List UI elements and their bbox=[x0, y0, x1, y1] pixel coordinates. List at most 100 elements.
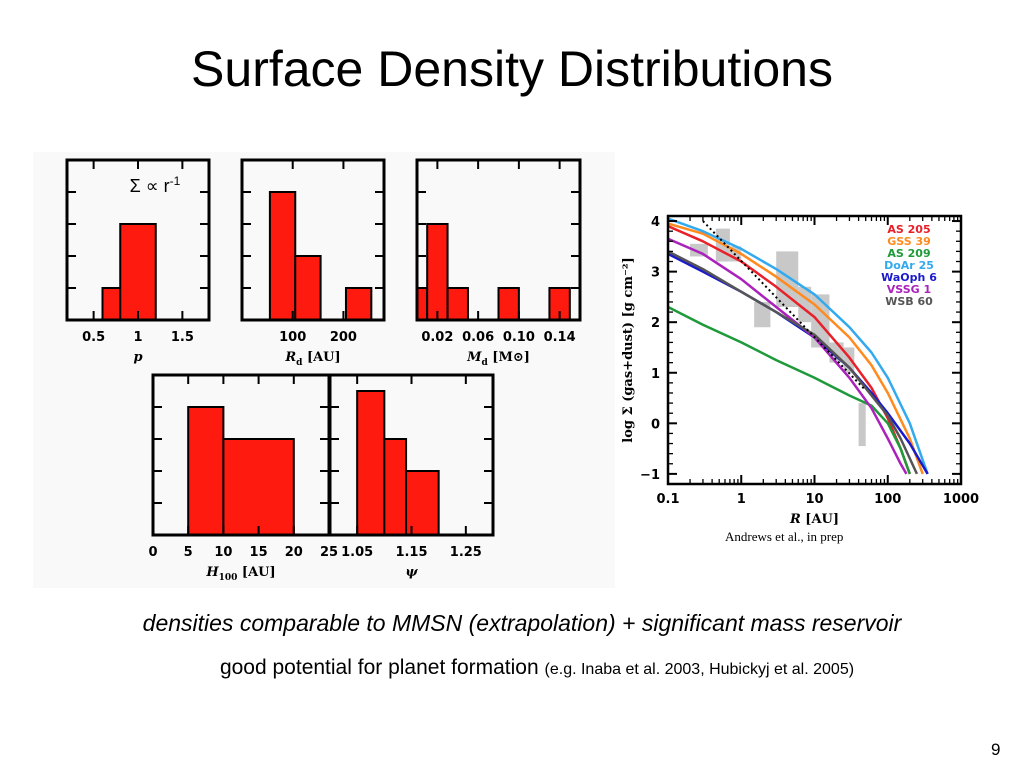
x-tick-label: 10 bbox=[805, 492, 823, 507]
shaded-bar bbox=[858, 403, 866, 447]
x-axis-label: ψ bbox=[405, 565, 418, 580]
histogram-bar bbox=[356, 390, 386, 536]
y-tick-label: 3 bbox=[651, 266, 660, 281]
shaded-histogram bbox=[690, 228, 866, 447]
x-tick-label: 1.25 bbox=[450, 545, 482, 560]
legend-entry-doar-25: DoAr 25 bbox=[884, 259, 934, 272]
histogram-frame bbox=[240, 158, 386, 322]
x-tick-label: 0.06 bbox=[462, 330, 494, 345]
x-axis-label: Md [M⊙] bbox=[466, 350, 530, 368]
profile-line-vssg-1 bbox=[668, 237, 908, 475]
y-tick-label: 4 bbox=[651, 215, 660, 230]
profile-lines bbox=[668, 217, 929, 475]
x-tick-label: 15 bbox=[250, 545, 268, 560]
y-tick-label: 0 bbox=[651, 417, 660, 432]
x-tick-label: 10 bbox=[214, 545, 232, 560]
profile-line-as-209 bbox=[668, 305, 911, 475]
page-number: 9 bbox=[991, 740, 1001, 759]
histogram-bar bbox=[426, 223, 449, 321]
x-axis-label: p bbox=[133, 350, 142, 365]
legend-entry-gss-39: GSS 39 bbox=[887, 235, 931, 248]
x-axis-label: H100 [AU] bbox=[205, 565, 275, 583]
annotation-text: Σ ∝ r bbox=[130, 176, 170, 196]
axis-label-subscript: d bbox=[481, 358, 488, 368]
histogram-bar bbox=[187, 406, 225, 536]
y-tick-label: 1 bbox=[651, 367, 660, 382]
histogram-bar bbox=[101, 287, 122, 321]
profile-line-gss-39 bbox=[668, 222, 924, 475]
summary-line-2-reference: (e.g. Inaba et al. 2003, Hubickyj et al.… bbox=[544, 661, 855, 678]
axis-label-unit: [AU] bbox=[302, 350, 340, 365]
legend-entry-as-209: AS 209 bbox=[887, 247, 930, 260]
shaded-bar bbox=[754, 301, 771, 328]
histogram-p: 0.5 1 1.5 p Σ ∝ r-1 bbox=[65, 158, 211, 365]
axis-label-subscript: d bbox=[296, 358, 303, 368]
axis-label-symbol: M bbox=[466, 350, 482, 365]
profile-line-wsb-60 bbox=[668, 250, 919, 475]
x-tick-label: 0.14 bbox=[544, 330, 576, 345]
x-tick-label: 100 bbox=[279, 330, 306, 345]
histogram-H100: 0 5 10 15 20 25 H100 [AU] bbox=[148, 373, 338, 583]
surface-density-profiles-chart: 0.1 1 10 100 1000 −1 0 1 2 3 4 R [AU] log Σ (gas+dus… bbox=[621, 214, 979, 527]
histogram-bar bbox=[383, 438, 408, 536]
annotation-exponent: -1 bbox=[170, 174, 181, 188]
x-tick-label: 0.1 bbox=[656, 492, 679, 507]
legend-entry-waoph-6: WaOph 6 bbox=[881, 271, 937, 284]
x-axis-label: R [AU] bbox=[789, 512, 839, 527]
histogram-bar bbox=[268, 191, 297, 321]
axis-label-subscript: 100 bbox=[219, 573, 238, 583]
axis-label-unit: [M⊙] bbox=[488, 350, 530, 365]
figure-caption: Andrews et al., in prep bbox=[725, 529, 844, 544]
histogram-Md: 0.02 0.06 0.10 0.14 Md [M⊙] bbox=[415, 158, 582, 368]
axis-label-unit: [AU] bbox=[801, 512, 839, 527]
histogram-bar bbox=[344, 287, 373, 321]
shaded-bar bbox=[843, 347, 855, 373]
x-tick-label: 0.10 bbox=[503, 330, 535, 345]
slide-title: Surface Density Distributions bbox=[191, 41, 833, 97]
y-tick-label: −1 bbox=[640, 468, 660, 483]
shaded-bar bbox=[811, 294, 830, 348]
histogram-bar bbox=[294, 255, 322, 321]
mmsn-reference-line bbox=[702, 220, 867, 392]
x-tick-label: 1.05 bbox=[341, 545, 373, 560]
y-axis-label: log Σ (gas+dust) [g cm⁻²] bbox=[621, 257, 636, 443]
histogram-frame bbox=[415, 158, 582, 322]
histogram-bar bbox=[446, 287, 469, 321]
axis-label-symbol: R bbox=[789, 512, 801, 527]
histogram-bar bbox=[416, 287, 429, 321]
x-tick-label: 200 bbox=[330, 330, 357, 345]
x-tick-label: 0 bbox=[148, 545, 157, 560]
x-tick-label: 25 bbox=[320, 545, 338, 560]
histogram-bar bbox=[119, 223, 157, 321]
summary-line-2-main: good potential for planet formation bbox=[219, 656, 539, 679]
y-tick-label: 2 bbox=[651, 316, 660, 331]
x-tick-label: 0.5 bbox=[82, 330, 105, 345]
power-law-annotation: Σ ∝ r-1 bbox=[130, 174, 181, 196]
axis-label-symbol: R bbox=[284, 350, 296, 365]
axis-label-symbol: H bbox=[205, 565, 219, 580]
x-tick-label: 20 bbox=[285, 545, 303, 560]
x-tick-label: 100 bbox=[874, 492, 901, 507]
legend-entry-vssg-1: VSSG 1 bbox=[887, 283, 931, 296]
histogram-Rd: 100 200 Rd [AU] bbox=[240, 158, 386, 368]
histogram-bar bbox=[497, 287, 520, 321]
x-tick-label: 1.5 bbox=[171, 330, 194, 345]
legend-entry-as-205: AS 205 bbox=[887, 223, 930, 236]
x-tick-label: 1 bbox=[737, 492, 746, 507]
x-tick-label: 1 bbox=[133, 330, 142, 345]
x-tick-label: 5 bbox=[184, 545, 193, 560]
x-axis-label: Rd [AU] bbox=[284, 350, 340, 368]
axis-label-unit: [AU] bbox=[237, 565, 275, 580]
histogram-bar bbox=[222, 438, 295, 536]
legend-entry-wsb-60: WSB 60 bbox=[885, 295, 933, 308]
histogram-bar bbox=[405, 470, 440, 536]
x-tick-label: 1.15 bbox=[395, 545, 427, 560]
x-tick-label: 1000 bbox=[943, 492, 979, 507]
x-tick-label: 0.02 bbox=[421, 330, 453, 345]
histogram-psi: 1.05 1.15 1.25 ψ bbox=[328, 373, 495, 580]
shaded-bar bbox=[776, 251, 799, 308]
summary-line-2: good potential for planet formation (e.g… bbox=[0, 656, 1024, 680]
summary-line-1: densities comparable to MMSN (extrapolat… bbox=[142, 610, 902, 636]
